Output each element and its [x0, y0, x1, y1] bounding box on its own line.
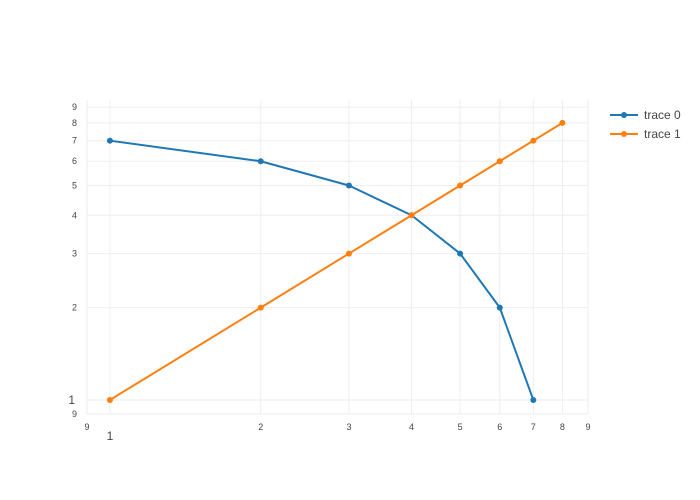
data-point[interactable]	[408, 212, 415, 219]
y-tick-label: 6	[72, 156, 77, 166]
data-point[interactable]	[530, 137, 537, 144]
data-point[interactable]	[496, 158, 503, 165]
data-point[interactable]	[496, 304, 503, 311]
series-layer	[106, 119, 566, 403]
y-tick-label: 9	[72, 409, 77, 419]
x-axis-ticks: 9 1 2 3 4 5 6 7 8 9	[84, 422, 590, 443]
y-axis-ticks: 9 1 2 3 4 5 6 7 8 9	[68, 102, 77, 419]
series-1	[106, 119, 566, 403]
legend[interactable]: trace 0 trace 1	[610, 108, 681, 141]
x-gridlines	[86, 100, 589, 414]
x-tick-label: 1	[107, 429, 114, 443]
x-tick-label: 9	[585, 422, 590, 432]
data-point[interactable]	[345, 250, 352, 257]
data-point[interactable]	[559, 119, 566, 126]
x-tick-label: 6	[497, 422, 502, 432]
legend-marker	[621, 112, 627, 118]
x-tick-label: 3	[346, 422, 351, 432]
series-line	[109, 122, 563, 401]
data-point[interactable]	[530, 396, 537, 403]
x-tick-label: 5	[458, 422, 463, 432]
y-tick-label: 8	[72, 118, 77, 128]
data-point[interactable]	[257, 158, 264, 165]
x-tick-label: 2	[258, 422, 263, 432]
y-tick-label: 2	[72, 303, 77, 313]
data-point[interactable]	[345, 182, 352, 189]
y-tick-label: 1	[68, 393, 75, 407]
legend-label: trace 0	[644, 108, 681, 122]
data-point[interactable]	[106, 396, 113, 403]
legend-label: trace 1	[644, 127, 681, 141]
y-gridlines	[87, 106, 588, 415]
y-tick-label: 3	[72, 249, 77, 259]
x-tick-label: 8	[560, 422, 565, 432]
y-tick-label: 9	[72, 102, 77, 112]
x-tick-label: 4	[409, 422, 414, 432]
legend-item[interactable]: trace 1	[610, 127, 681, 141]
data-point[interactable]	[257, 304, 264, 311]
y-tick-label: 5	[72, 181, 77, 191]
data-point[interactable]	[457, 182, 464, 189]
legend-item[interactable]: trace 0	[610, 108, 681, 122]
y-tick-label: 7	[72, 136, 77, 146]
y-tick-label: 4	[72, 210, 77, 220]
x-tick-label: 9	[84, 422, 89, 432]
legend-marker	[621, 131, 627, 137]
data-point[interactable]	[106, 137, 113, 144]
plot-area	[86, 100, 589, 415]
x-tick-label: 7	[531, 422, 536, 432]
data-point[interactable]	[457, 250, 464, 257]
